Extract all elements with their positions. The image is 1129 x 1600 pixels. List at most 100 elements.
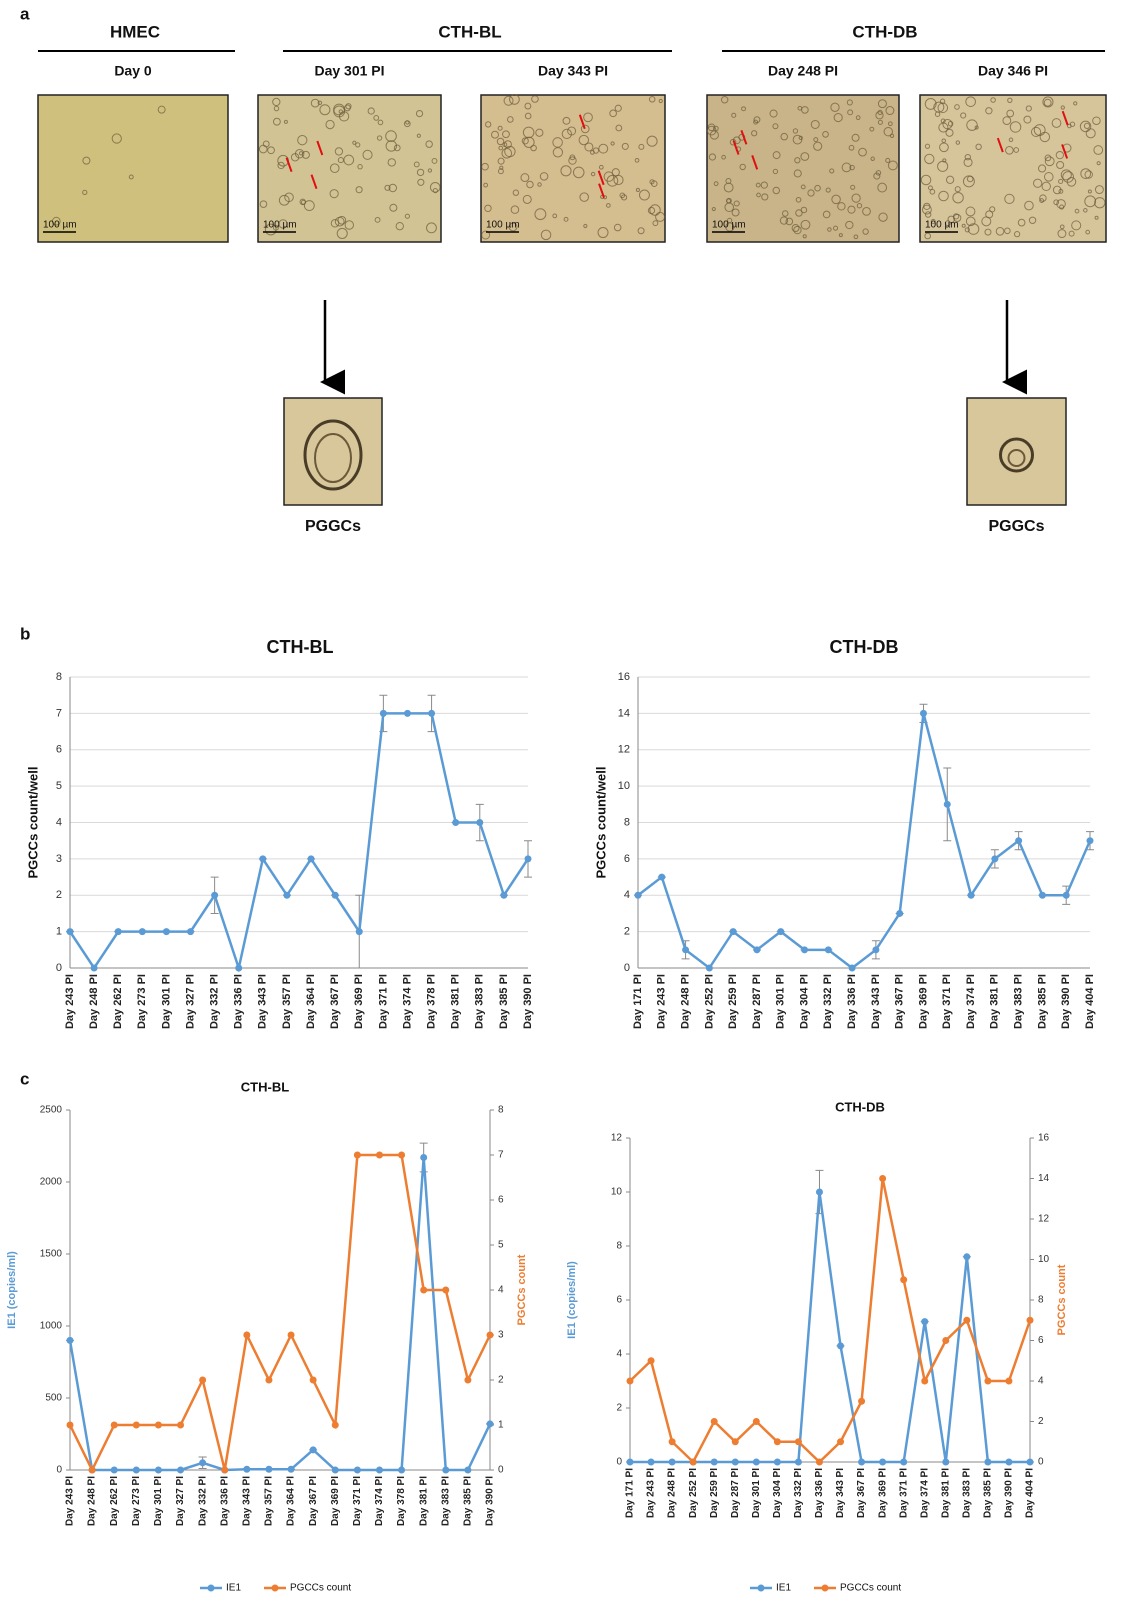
x-tick-label: Day 390 PI <box>522 974 534 1029</box>
x-tick-label: Day 332 PI <box>209 974 221 1029</box>
x-tick-label: Day 374 PI <box>374 1476 385 1526</box>
data-point <box>837 1438 844 1445</box>
x-tick-label: Day 385 PI <box>983 1468 994 1518</box>
y-tick-label: 6 <box>56 744 62 756</box>
y-axis-label: IE1 (copies/ml) <box>6 1251 18 1329</box>
data-point <box>795 1438 802 1445</box>
data-point <box>801 946 808 953</box>
x-tick-label: Day 252 PI <box>688 1468 699 1518</box>
data-point <box>1005 1459 1012 1466</box>
y-tick-label: 8 <box>56 671 62 683</box>
x-tick-label: Day 248 PI <box>679 974 691 1029</box>
x-tick-label: Day 383 PI <box>961 1468 972 1518</box>
y-tick-label: 2 <box>624 926 630 938</box>
y-tick-label: 2 <box>616 1403 622 1414</box>
data-point <box>199 1459 206 1466</box>
y-tick-label: 7 <box>56 707 62 719</box>
data-point <box>753 1418 760 1425</box>
data-point <box>420 1287 427 1294</box>
data-point <box>111 1422 118 1429</box>
y-tick-label: 0 <box>624 962 630 974</box>
group-title: HMEC <box>110 22 160 41</box>
data-point <box>380 710 387 717</box>
data-point <box>235 965 242 972</box>
data-point <box>155 1467 162 1474</box>
y-tick-label: 0 <box>616 1457 622 1468</box>
x-tick-label: Day 243 PI <box>64 974 76 1029</box>
data-point <box>243 1332 250 1339</box>
y-tick-label: 2500 <box>40 1105 63 1116</box>
data-point <box>398 1467 405 1474</box>
data-point <box>177 1467 184 1474</box>
data-point <box>163 928 170 935</box>
x-tick-label: Day 287 PI <box>751 974 763 1029</box>
y-tick-label: 1 <box>56 926 62 938</box>
y-tick-label: 5 <box>56 780 62 792</box>
y-tick-label: 2000 <box>40 1177 63 1188</box>
data-point <box>858 1459 865 1466</box>
data-point <box>825 946 832 953</box>
data-point <box>1005 1378 1012 1385</box>
x-tick-label: Day 301 PI <box>751 1468 762 1518</box>
data-point <box>669 1438 676 1445</box>
outcome-label: PGGCs <box>305 518 361 535</box>
data-point <box>896 910 903 917</box>
x-tick-label: Day 371 PI <box>352 1476 363 1526</box>
data-point <box>464 1467 471 1474</box>
data-point <box>648 1357 655 1364</box>
x-tick-label: Day 243 PI <box>656 974 668 1029</box>
data-point <box>115 928 122 935</box>
x-tick-label: Day 248 PI <box>88 974 100 1029</box>
x-tick-label: Day 367 PI <box>894 974 906 1029</box>
x-tick-label: Day 336 PI <box>846 974 858 1029</box>
data-point <box>777 928 784 935</box>
scale-label: 100 µm <box>712 220 746 231</box>
y-tick-label: 0 <box>56 1465 62 1476</box>
y-axis-label: PGCCs count/well <box>25 767 40 879</box>
x-tick-label: Day 369 PI <box>877 1468 888 1518</box>
y-tick-label: 0 <box>56 962 62 974</box>
scale-label: 100 µm <box>486 220 520 231</box>
x-tick-label: Day 404 PI <box>1084 974 1096 1029</box>
data-point <box>879 1175 886 1182</box>
legend-label: PGCCs count <box>290 1583 351 1594</box>
figure: a b c HMECCTH-BLCTH-DBDay 0100 µmDay 301… <box>0 0 1129 1600</box>
chart-title: CTH-BL <box>267 637 334 657</box>
y-tick-label: 8 <box>624 816 630 828</box>
y-tick-label: 14 <box>618 707 630 719</box>
y-tick-label: 4 <box>56 816 62 828</box>
y-tick-label: 6 <box>616 1295 622 1306</box>
y-tick-label: 10 <box>618 780 630 792</box>
legend-label: IE1 <box>776 1583 791 1594</box>
x-tick-label: Day 336 PI <box>219 1476 230 1526</box>
x-tick-label: Day 243 PI <box>65 1476 76 1526</box>
data-point <box>310 1377 317 1384</box>
x-tick-label: Day 374 PI <box>401 974 413 1029</box>
chart-title: CTH-BL <box>241 1079 289 1094</box>
data-point <box>920 710 927 717</box>
data-point <box>283 892 290 899</box>
data-point <box>354 1152 361 1159</box>
x-tick-label: Day 369 PI <box>917 974 929 1029</box>
x-tick-label: Day 343 PI <box>835 1468 846 1518</box>
data-point <box>648 1459 655 1466</box>
data-point <box>627 1378 634 1385</box>
x-tick-label: Day 369 PI <box>353 974 365 1029</box>
x-tick-label: Day 374 PI <box>965 974 977 1029</box>
x-tick-label: Day 259 PI <box>709 1468 720 1518</box>
y-tick-label: 10 <box>611 1187 623 1198</box>
data-point <box>67 1337 74 1344</box>
data-point <box>711 1418 718 1425</box>
y2-tick-label: 7 <box>498 1150 504 1161</box>
data-point <box>500 892 507 899</box>
data-point <box>420 1154 427 1161</box>
x-tick-label: Day 371 PI <box>941 974 953 1029</box>
x-tick-label: Day 243 PI <box>646 1468 657 1518</box>
x-tick-label: Day 385 PI <box>1036 974 1048 1029</box>
x-tick-label: Day 336 PI <box>233 974 245 1029</box>
data-point <box>133 1467 140 1474</box>
data-point <box>67 1422 74 1429</box>
data-point <box>199 1377 206 1384</box>
image-label: Day 0 <box>114 63 152 79</box>
data-point <box>91 965 98 972</box>
